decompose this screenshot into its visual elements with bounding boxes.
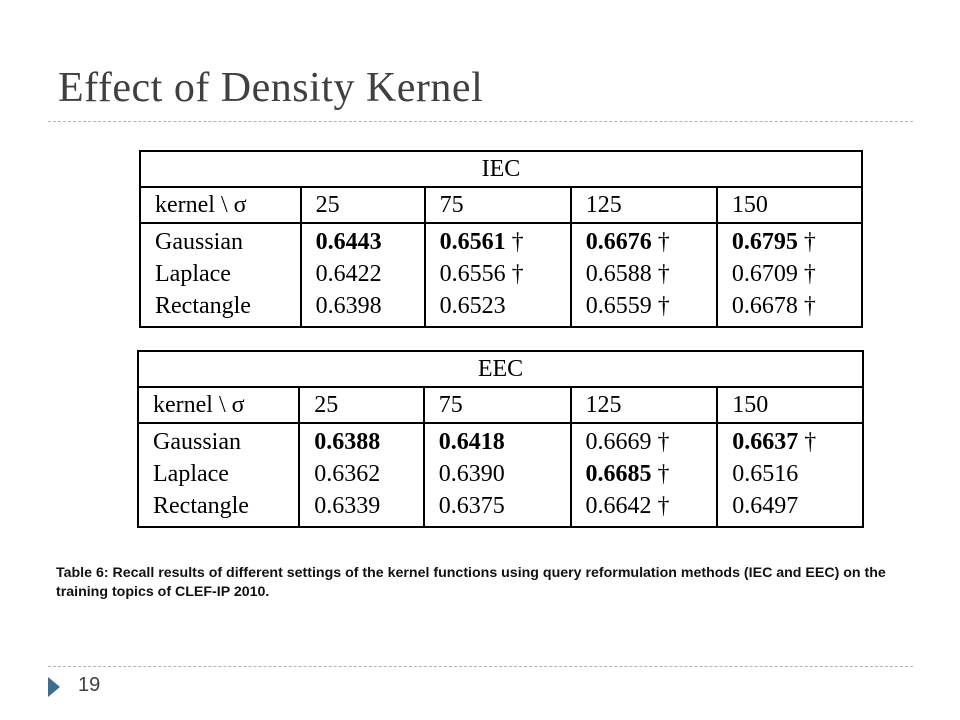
title-divider <box>48 121 913 122</box>
recall-value: 0.6709 <box>731 261 798 287</box>
table-row: Rectangle 0.6398 0.6523 0.6559 † 0.6678 † <box>140 290 862 327</box>
recall-value: 0.6443 <box>315 229 382 255</box>
significance-dagger: † <box>803 293 816 319</box>
significance-dagger: † <box>511 229 524 255</box>
significance-dagger: † <box>657 293 670 319</box>
recall-value-cell: 0.6388 <box>298 423 424 458</box>
significance-dagger: † <box>657 261 670 287</box>
table-description: Table 6: Recall results of different set… <box>56 565 886 600</box>
kernel-name: Laplace <box>153 461 229 487</box>
significance-dagger: † <box>657 229 670 255</box>
kernel-name: Laplace <box>155 261 231 287</box>
recall-value: 0.6561 <box>439 229 506 255</box>
significance-dagger: † <box>511 261 524 287</box>
recall-value: 0.6390 <box>438 461 505 487</box>
table-row: Gaussian 0.6443 0.6561 † 0.6676 † 0.6795 † <box>140 223 862 258</box>
kernel-name: Gaussian <box>155 229 243 255</box>
recall-value-cell: 0.6676 † <box>569 223 717 258</box>
recall-value-cell: 0.6422 <box>299 258 425 290</box>
kernel-name: Gaussian <box>153 429 241 455</box>
column-header: 25 <box>298 387 424 424</box>
recall-value: 0.6676 <box>585 229 652 255</box>
footer-divider <box>48 666 913 667</box>
recall-value: 0.6388 <box>314 429 381 455</box>
recall-value: 0.6556 <box>439 261 506 287</box>
page-number: 19 <box>78 674 101 696</box>
table-row: Gaussian 0.6388 0.6418 0.6669 † 0.6637 † <box>138 423 863 458</box>
table-caption-cell: EEC <box>138 351 863 388</box>
recall-value: 0.6637 <box>732 429 799 455</box>
column-header: 125 <box>569 187 717 224</box>
table-row: Laplace 0.6422 0.6556 † 0.6588 † 0.6709 † <box>140 258 862 290</box>
recall-value-cell: 0.6443 <box>299 223 425 258</box>
significance-dagger: † <box>803 261 816 287</box>
recall-value-cell: 0.6669 † <box>569 423 718 458</box>
iec-results-table: IEC kernel \ σ 25 75 125 150 Gaussian 0.6… <box>139 150 863 328</box>
recall-value-cell: 0.6588 † <box>569 258 717 290</box>
column-header: 25 <box>299 187 425 224</box>
kernel-name: Rectangle <box>153 493 249 519</box>
significance-dagger: † <box>803 229 816 255</box>
recall-value: 0.6339 <box>314 493 381 519</box>
recall-value: 0.6398 <box>315 293 382 319</box>
eec-results-table: EEC kernel \ σ 25 75 125 150 Gaussian 0.6… <box>137 350 864 528</box>
recall-value: 0.6678 <box>731 293 798 319</box>
recall-value-cell: 0.6523 <box>423 290 571 327</box>
recall-value-cell: 0.6375 <box>422 490 571 527</box>
recall-value-cell: 0.6362 <box>298 458 424 490</box>
recall-value-cell: 0.6678 † <box>715 290 862 327</box>
recall-value: 0.6375 <box>438 493 505 519</box>
recall-value-cell: 0.6642 † <box>569 490 718 527</box>
recall-value-cell: 0.6497 <box>716 490 863 527</box>
recall-value-cell: 0.6556 † <box>423 258 571 290</box>
table-row: Laplace 0.6362 0.6390 0.6685 † 0.6516 <box>138 458 863 490</box>
recall-value-cell: 0.6418 <box>422 423 571 458</box>
recall-value-cell: 0.6339 <box>298 490 424 527</box>
significance-dagger: † <box>804 429 817 455</box>
column-header: 150 <box>716 387 863 424</box>
recall-value-cell: 0.6795 † <box>715 223 862 258</box>
recall-value-cell: 0.6398 <box>299 290 425 327</box>
recall-value-cell: 0.6561 † <box>423 223 571 258</box>
recall-value: 0.6516 <box>732 461 799 487</box>
significance-dagger: † <box>657 493 670 519</box>
recall-value: 0.6685 <box>585 461 652 487</box>
recall-value: 0.6669 <box>585 429 652 455</box>
slide-title: Effect of Density Kernel <box>58 65 484 111</box>
triangle-bullet-icon <box>48 677 60 697</box>
recall-value: 0.6422 <box>315 261 382 287</box>
significance-dagger: † <box>657 429 670 455</box>
column-header: 150 <box>715 187 862 224</box>
table-caption-cell: IEC <box>140 151 862 188</box>
kernel-name: Rectangle <box>155 293 251 319</box>
recall-value-cell: 0.6637 † <box>716 423 863 458</box>
column-header: 125 <box>569 387 718 424</box>
recall-value: 0.6642 <box>585 493 652 519</box>
recall-value: 0.6497 <box>732 493 799 519</box>
recall-value: 0.6559 <box>585 293 652 319</box>
recall-value-cell: 0.6516 <box>716 458 863 490</box>
recall-value-cell: 0.6559 † <box>569 290 717 327</box>
recall-value: 0.6523 <box>439 293 506 319</box>
recall-value-cell: 0.6685 † <box>569 458 718 490</box>
recall-value: 0.6795 <box>731 229 798 255</box>
column-header: kernel \ σ <box>140 187 301 224</box>
column-header: 75 <box>422 387 571 424</box>
significance-dagger: † <box>657 461 670 487</box>
recall-value-cell: 0.6390 <box>422 458 571 490</box>
table-row: Rectangle 0.6339 0.6375 0.6642 † 0.6497 <box>138 490 863 527</box>
recall-value-cell: 0.6709 † <box>715 258 862 290</box>
recall-value: 0.6418 <box>438 429 505 455</box>
recall-value: 0.6362 <box>314 461 381 487</box>
column-header: 75 <box>423 187 571 224</box>
recall-value: 0.6588 <box>585 261 652 287</box>
column-header: kernel \ σ <box>138 387 300 424</box>
